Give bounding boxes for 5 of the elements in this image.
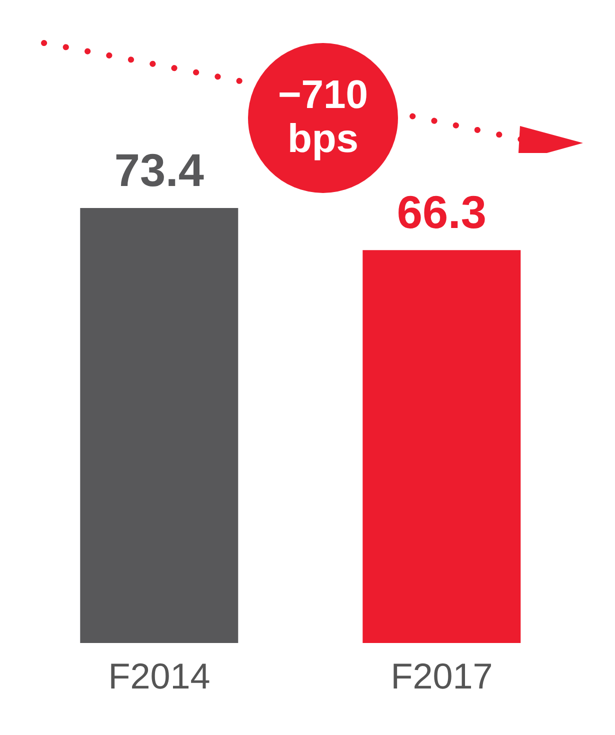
data-label: 73.4 <box>114 144 204 196</box>
text: −710 bps <box>276 73 370 161</box>
data-label: 66.3 <box>396 186 486 238</box>
x-tick-label: F2017 <box>390 656 493 697</box>
x-tick-label: F2014 <box>108 656 210 697</box>
